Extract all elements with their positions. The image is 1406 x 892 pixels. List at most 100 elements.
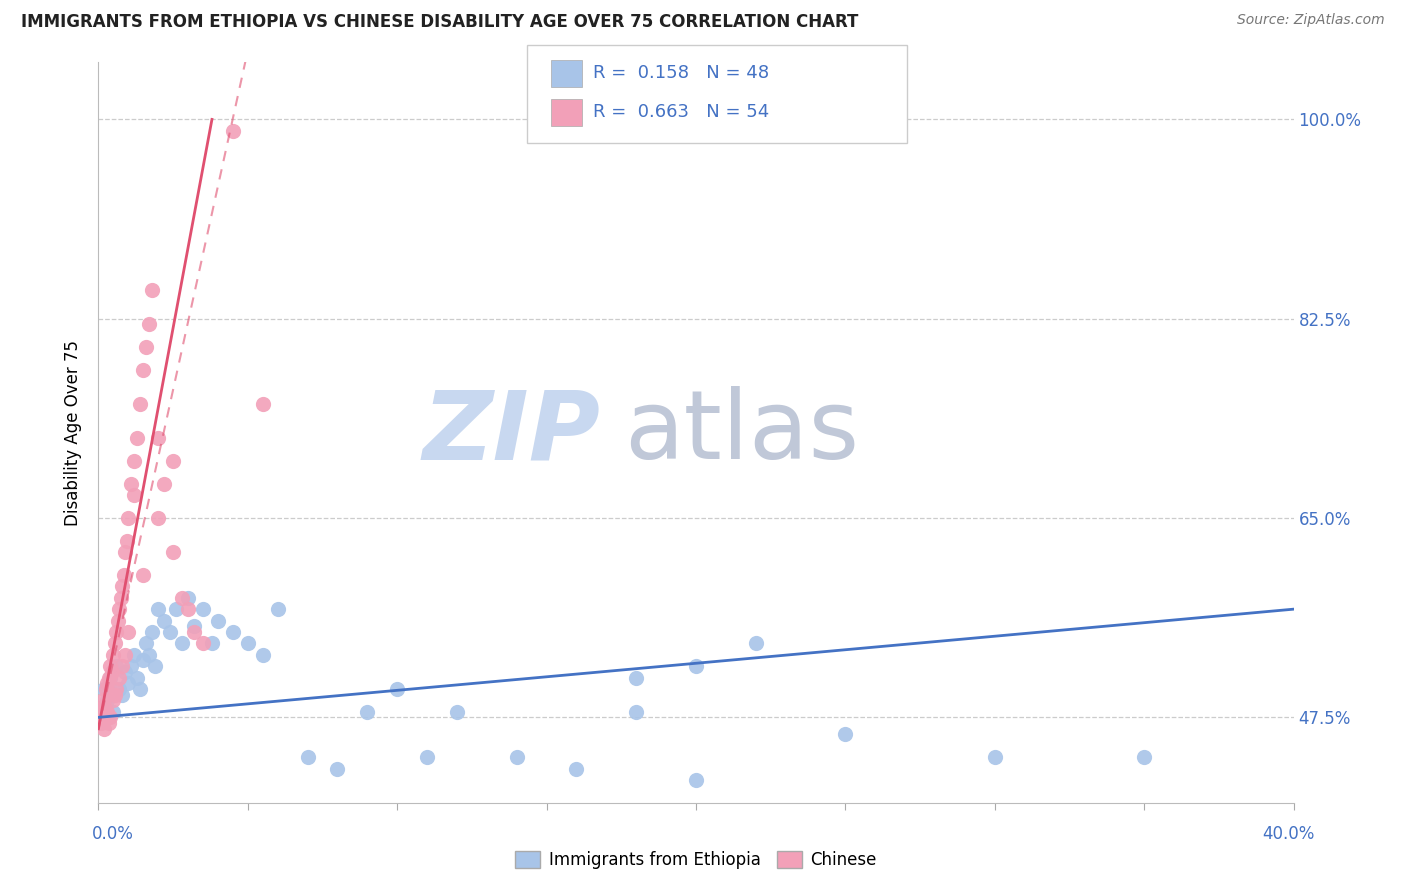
Point bbox=[101, 665, 124, 679]
Point bbox=[93, 722, 115, 736]
Point bbox=[165, 602, 187, 616]
Point bbox=[98, 671, 122, 685]
Point bbox=[98, 659, 122, 673]
Point bbox=[129, 681, 152, 696]
Point bbox=[162, 454, 184, 468]
Point bbox=[127, 431, 149, 445]
Point bbox=[103, 648, 125, 662]
Point bbox=[183, 624, 205, 639]
Point bbox=[326, 762, 349, 776]
Point bbox=[103, 693, 125, 707]
Point bbox=[159, 624, 181, 639]
Point bbox=[124, 648, 146, 662]
Point bbox=[191, 602, 214, 616]
Point bbox=[446, 705, 468, 719]
Point bbox=[252, 648, 274, 662]
Point bbox=[141, 624, 163, 639]
Point bbox=[132, 363, 155, 377]
Point bbox=[124, 454, 146, 468]
Point bbox=[111, 579, 134, 593]
Point bbox=[385, 681, 409, 696]
Point bbox=[177, 602, 200, 616]
Point bbox=[124, 488, 146, 502]
Point bbox=[138, 318, 160, 332]
Point bbox=[108, 681, 131, 696]
Point bbox=[112, 568, 135, 582]
Point bbox=[89, 705, 111, 719]
Point bbox=[110, 591, 132, 605]
Point bbox=[108, 671, 131, 685]
Point bbox=[117, 676, 139, 690]
Point bbox=[132, 568, 155, 582]
Point bbox=[153, 476, 176, 491]
Point bbox=[626, 671, 648, 685]
Point bbox=[97, 716, 120, 731]
Point bbox=[222, 624, 245, 639]
Point bbox=[172, 591, 194, 605]
Point bbox=[236, 636, 259, 650]
Point bbox=[191, 636, 214, 650]
Point bbox=[108, 602, 131, 616]
Point bbox=[626, 705, 648, 719]
Point bbox=[120, 659, 142, 673]
Point bbox=[834, 727, 856, 741]
Point bbox=[506, 750, 529, 764]
Point bbox=[104, 688, 127, 702]
Point bbox=[97, 671, 120, 685]
Point bbox=[98, 710, 122, 724]
Point bbox=[177, 591, 200, 605]
Point bbox=[114, 648, 136, 662]
Point bbox=[135, 340, 157, 354]
Point bbox=[105, 624, 128, 639]
Point bbox=[143, 659, 166, 673]
Point bbox=[91, 693, 114, 707]
Point bbox=[117, 511, 139, 525]
Point bbox=[183, 619, 205, 633]
Point bbox=[93, 681, 115, 696]
Point bbox=[96, 705, 118, 719]
Text: ZIP: ZIP bbox=[422, 386, 600, 479]
Point bbox=[745, 636, 768, 650]
Text: atlas: atlas bbox=[624, 386, 859, 479]
Point bbox=[172, 636, 194, 650]
Point bbox=[120, 476, 142, 491]
Point bbox=[685, 772, 707, 787]
Point bbox=[114, 545, 136, 559]
Point bbox=[1133, 750, 1156, 764]
Point bbox=[141, 283, 163, 297]
Text: 0.0%: 0.0% bbox=[91, 825, 134, 843]
Point bbox=[356, 705, 378, 719]
Point bbox=[111, 659, 134, 673]
Point bbox=[252, 397, 274, 411]
Point bbox=[201, 636, 224, 650]
Point bbox=[94, 681, 117, 696]
Point bbox=[148, 431, 170, 445]
Point bbox=[127, 671, 149, 685]
Point bbox=[90, 716, 112, 731]
Point bbox=[94, 705, 117, 719]
Text: R =  0.663   N = 54: R = 0.663 N = 54 bbox=[593, 103, 769, 121]
Point bbox=[115, 533, 138, 548]
Point bbox=[138, 648, 160, 662]
Point bbox=[90, 710, 112, 724]
Point bbox=[105, 681, 128, 696]
Text: 40.0%: 40.0% bbox=[1263, 825, 1315, 843]
Point bbox=[685, 659, 707, 673]
Text: Source: ZipAtlas.com: Source: ZipAtlas.com bbox=[1237, 13, 1385, 28]
Point bbox=[114, 665, 136, 679]
Point bbox=[565, 762, 588, 776]
Point bbox=[984, 750, 1007, 764]
Point bbox=[207, 614, 229, 628]
Point bbox=[129, 397, 152, 411]
Point bbox=[222, 124, 245, 138]
Y-axis label: Disability Age Over 75: Disability Age Over 75 bbox=[65, 340, 83, 525]
Point bbox=[111, 688, 134, 702]
Point bbox=[103, 705, 125, 719]
Point bbox=[93, 698, 115, 713]
Point bbox=[148, 511, 170, 525]
Point bbox=[105, 659, 128, 673]
Point bbox=[104, 636, 127, 650]
Legend: Immigrants from Ethiopia, Chinese: Immigrants from Ethiopia, Chinese bbox=[509, 845, 883, 876]
Point bbox=[132, 653, 155, 667]
Point bbox=[135, 636, 157, 650]
